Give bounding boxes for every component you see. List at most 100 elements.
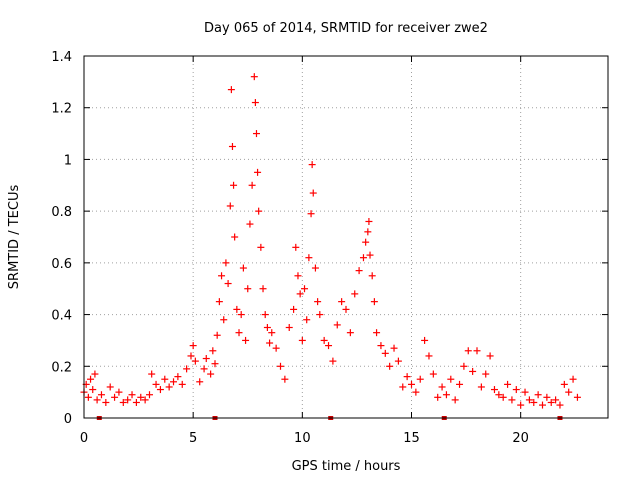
data-point: [259, 285, 267, 293]
data-point: [486, 352, 494, 360]
grid: [84, 56, 608, 418]
data-point: [512, 386, 520, 394]
data-point: [128, 391, 136, 399]
data-point: [277, 362, 284, 370]
data-point: [305, 254, 313, 262]
data-point: [252, 130, 260, 138]
data-point: [390, 344, 398, 352]
data-point: [231, 233, 239, 241]
data-point: [469, 367, 477, 375]
data-point: [294, 272, 302, 280]
data-point: [482, 370, 490, 378]
data-point: [137, 393, 145, 401]
data-points: [80, 73, 581, 409]
data-point: [242, 336, 250, 344]
data-point: [429, 370, 437, 378]
data-point: [543, 393, 551, 401]
data-point: [346, 329, 354, 337]
data-point: [263, 324, 271, 331]
data-point: [124, 396, 132, 404]
data-point: [93, 396, 101, 404]
data-point: [416, 375, 424, 383]
data-point: [539, 401, 546, 409]
data-point: [91, 370, 99, 378]
chart-title: Day 065 of 2014, SRMTID for receiver zwe…: [204, 21, 488, 36]
data-point: [111, 393, 119, 401]
data-point: [547, 398, 555, 406]
data-point: [456, 380, 464, 388]
data-point: [534, 391, 542, 399]
data-point: [434, 393, 442, 401]
data-point: [473, 347, 481, 355]
data-point: [366, 251, 374, 259]
data-point: [530, 398, 538, 406]
tick-labels: 0 0.2 0.4 0.6 0.8 1 1.2 1.4 0 5 10 15 20: [51, 50, 529, 446]
data-point: [239, 264, 247, 272]
y-tick-label: 1: [64, 153, 72, 168]
plot-frame: [83, 55, 609, 419]
data-point: [451, 396, 459, 404]
data-point: [119, 398, 127, 406]
data-point: [191, 357, 199, 365]
data-point: [211, 360, 219, 368]
data-point: [174, 373, 182, 381]
data-point: [464, 347, 472, 355]
data-point: [370, 298, 378, 306]
data-point: [386, 362, 394, 370]
data-point: [421, 336, 429, 344]
data-point: [333, 321, 341, 329]
data-point: [222, 259, 230, 267]
data-point: [189, 342, 197, 350]
data-point: [251, 99, 259, 107]
data-point: [235, 329, 243, 337]
data-point: [161, 375, 169, 383]
y-tick-label: 0: [64, 412, 72, 427]
data-point: [178, 380, 186, 388]
data-point: [257, 243, 265, 251]
data-point: [255, 207, 263, 215]
data-point: [490, 386, 498, 394]
data-point: [218, 272, 226, 280]
data-point: [296, 290, 304, 298]
y-tick-label: 1.4: [51, 50, 72, 65]
data-point: [226, 202, 234, 210]
data-point: [301, 285, 309, 293]
data-point: [308, 161, 316, 169]
data-point: [438, 383, 446, 391]
data-point: [565, 388, 573, 396]
data-point: [84, 393, 92, 401]
data-point: [250, 73, 258, 81]
data-point: [209, 347, 217, 355]
data-point: [152, 380, 160, 388]
x-tick-label: 0: [80, 431, 88, 446]
data-point: [351, 290, 359, 298]
data-point: [377, 342, 385, 350]
data-point: [165, 383, 173, 391]
data-point: [442, 391, 450, 399]
data-point: [362, 238, 370, 246]
data-point: [268, 329, 276, 337]
data-point: [298, 336, 306, 344]
data-point: [373, 329, 381, 337]
data-point: [220, 316, 228, 324]
data-point: [521, 388, 529, 396]
y-tick-label: 0.2: [51, 360, 72, 375]
x-axis-label: GPS time / hours: [292, 459, 401, 474]
data-point: [202, 355, 210, 363]
data-point: [460, 362, 468, 370]
data-point: [254, 168, 262, 176]
data-point: [187, 352, 195, 360]
data-point: [200, 365, 208, 373]
data-point: [447, 375, 455, 383]
data-point: [342, 305, 350, 313]
axis-ticks: [83, 55, 608, 419]
data-point: [290, 305, 298, 313]
data-point: [399, 383, 407, 391]
data-point: [207, 370, 215, 378]
data-point: [248, 181, 256, 189]
data-point: [213, 331, 221, 339]
x-tick-label: 10: [294, 431, 311, 446]
data-point: [477, 383, 485, 391]
data-point: [215, 298, 223, 306]
